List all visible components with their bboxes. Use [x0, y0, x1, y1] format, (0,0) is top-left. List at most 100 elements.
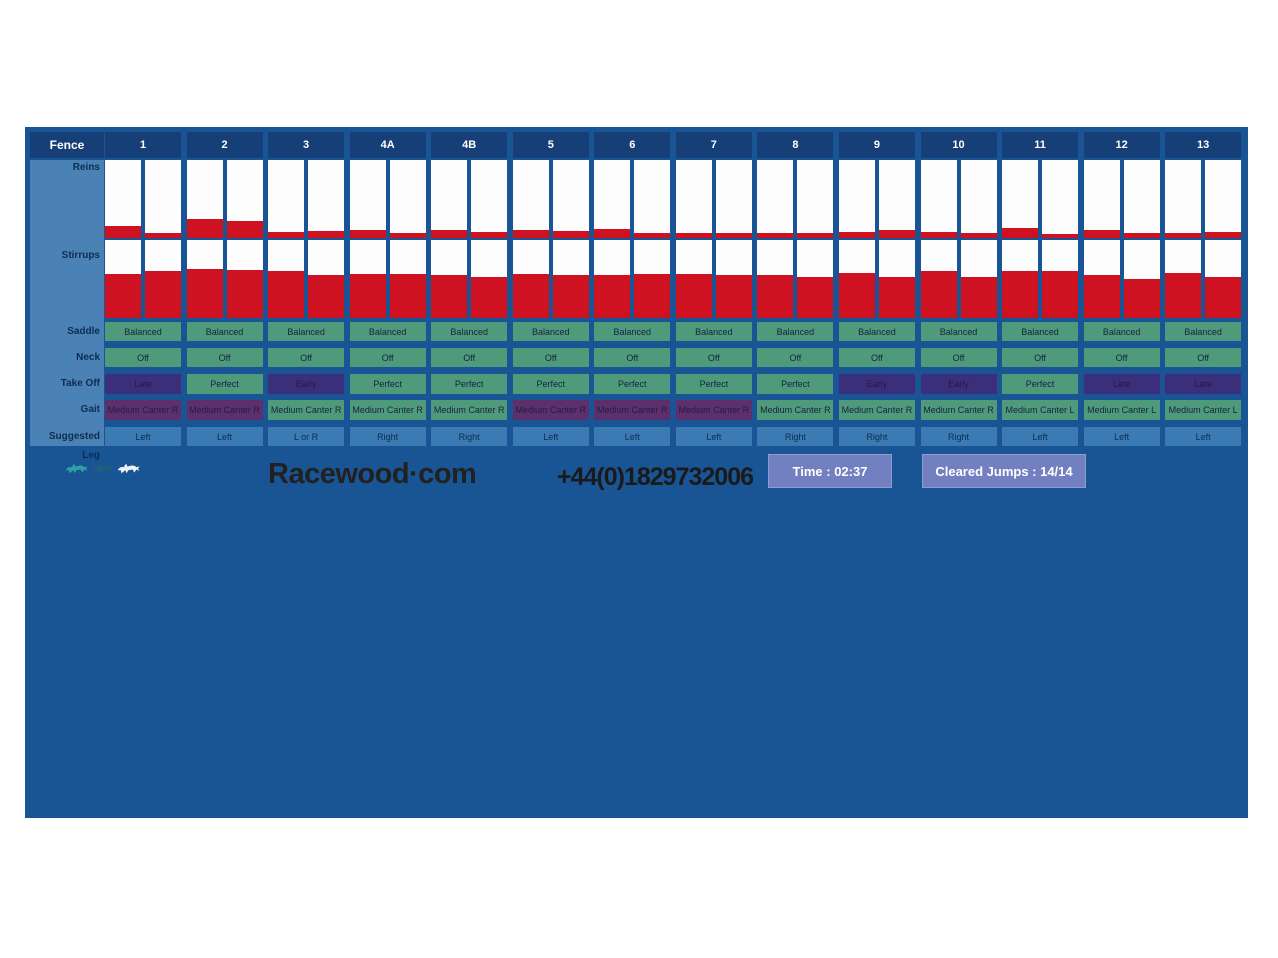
stirrups-bars [1002, 240, 1079, 318]
saddle-cell: Balanced [594, 322, 671, 341]
reins-fill [757, 232, 794, 238]
stirrups-bar-right [1205, 240, 1242, 318]
stirrups-bar-left [105, 240, 141, 318]
neck-cell: Off [1002, 348, 1079, 367]
stirrups-bar-right [715, 240, 752, 318]
fence-header-label: Fence [30, 132, 104, 158]
stirrups-bar-left [920, 240, 957, 318]
neck-cell: Off [1083, 348, 1160, 367]
phone-number: +44(0)1829732006 [557, 463, 754, 491]
racewood-logo [65, 460, 141, 476]
takeoff-cell: Perfect [675, 374, 752, 394]
takeoff-cell: Early [268, 374, 345, 394]
reins-bars [594, 160, 671, 238]
reins-fill [675, 232, 712, 238]
stirrups-fill [471, 276, 508, 318]
stirrups-bar-left [675, 240, 712, 318]
fence-column: 2 Balanced Off Perfect Medium Canter R Left [186, 132, 263, 448]
neck-cell: Off [349, 348, 426, 367]
stirrups-fill [878, 276, 915, 318]
fence-column: 9 Balanced Off Early Medium Canter R Right [838, 132, 915, 448]
time-badge: Time : 02:37 [768, 454, 892, 488]
stirrups-fill [1002, 271, 1039, 318]
gait-cell: Medium Canter R [920, 400, 997, 420]
reins-bar-left [838, 160, 875, 238]
reins-bars [349, 160, 426, 238]
reins-bars [1083, 160, 1160, 238]
stirrups-bar-left [1165, 240, 1202, 318]
reins-bar-right [878, 160, 915, 238]
reins-bars [1165, 160, 1242, 238]
stirrups-fill [145, 271, 181, 318]
reins-fill [389, 233, 426, 238]
stirrups-fill [1042, 271, 1079, 318]
suggested-leg-cell: L or R [268, 427, 345, 446]
stirrups-fill [268, 271, 305, 318]
stirrups-bars [268, 240, 345, 318]
stirrups-bar-left [1083, 240, 1120, 318]
horse-icon [91, 463, 114, 474]
row-label-gait: Gait [80, 404, 100, 415]
saddle-cell: Balanced [757, 322, 834, 341]
neck-cell: Off [675, 348, 752, 367]
takeoff-cell: Late [1165, 374, 1242, 394]
stirrups-bar-left [431, 240, 468, 318]
reins-bar-right [1042, 160, 1079, 238]
stirrups-bars [431, 240, 508, 318]
reins-bar-left [105, 160, 141, 238]
reins-bar-left [1083, 160, 1120, 238]
neck-cell: Off [920, 348, 997, 367]
suggested-leg-cell: Right [431, 427, 508, 446]
fence-number: 13 [1165, 132, 1242, 158]
reins-bar-right [634, 160, 671, 238]
reins-fill [715, 232, 752, 238]
fence-column: 12 Balanced Off Late Medium Canter L Left [1083, 132, 1160, 448]
saddle-cell: Balanced [186, 322, 263, 341]
reins-fill [920, 231, 957, 238]
gait-cell: Medium Canter R [186, 400, 263, 420]
reins-bars [105, 160, 181, 238]
stirrups-bar-right [226, 240, 263, 318]
reins-bar-right [471, 160, 508, 238]
takeoff-cell: Perfect [186, 374, 263, 394]
stirrups-fill [431, 275, 468, 318]
neck-cell: Off [268, 348, 345, 367]
saddle-cell: Balanced [1165, 322, 1242, 341]
stirrups-bar-left [349, 240, 386, 318]
fence-column: 4A Balanced Off Perfect Medium Canter R Right [349, 132, 426, 448]
row-label-suggested-leg: Suggested Leg [48, 431, 100, 461]
fence-number: 9 [838, 132, 915, 158]
saddle-cell: Balanced [1002, 322, 1079, 341]
stirrups-bar-left [1002, 240, 1039, 318]
fence-number: 2 [186, 132, 263, 158]
suggested-leg-cell: Left [1083, 427, 1160, 446]
reins-bar-right [308, 160, 345, 238]
stirrups-bar-right [634, 240, 671, 318]
stirrups-fill [1123, 279, 1160, 318]
suggested-leg-cell: Left [186, 427, 263, 446]
reins-fill [471, 231, 508, 238]
stirrups-bar-left [268, 240, 305, 318]
stirrups-fill [960, 277, 997, 318]
gait-cell: Medium Canter R [675, 400, 752, 420]
stirrups-fill [675, 273, 712, 318]
stirrups-bar-right [145, 240, 181, 318]
reins-fill [1002, 227, 1039, 238]
neck-cell: Off [838, 348, 915, 367]
stirrups-fill [838, 272, 875, 318]
reins-fill [226, 220, 263, 238]
reins-bar-right [797, 160, 834, 238]
stirrups-bars [594, 240, 671, 318]
saddle-cell: Balanced [675, 322, 752, 341]
stirrups-bar-right [552, 240, 589, 318]
reins-fill [1165, 233, 1202, 238]
takeoff-cell: Perfect [512, 374, 589, 394]
stirrups-bar-right [1123, 240, 1160, 318]
stirrups-bars [920, 240, 997, 318]
brand-text: Racewood·com [268, 458, 477, 490]
saddle-cell: Balanced [920, 322, 997, 341]
reins-fill [838, 231, 875, 238]
saddle-cell: Balanced [349, 322, 426, 341]
reins-bars [186, 160, 263, 238]
reins-fill [268, 231, 305, 238]
